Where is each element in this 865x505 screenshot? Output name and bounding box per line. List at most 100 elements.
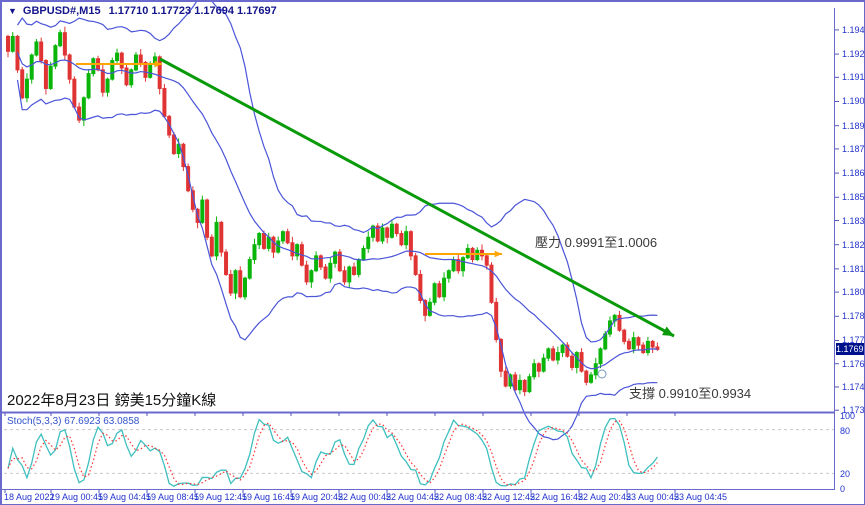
stochastic-indicator-label: Stoch(5,3,3) 67.6923 63.0858 [7, 416, 139, 427]
candle-body [205, 199, 210, 238]
candle-body [408, 231, 413, 257]
price-tick-label: 1.17875 [842, 311, 865, 322]
candle-body [86, 73, 91, 99]
price-tick-label: 1.18645 [842, 168, 865, 179]
candle-body [10, 35, 15, 52]
candle-body [366, 236, 371, 249]
candle-body [404, 231, 409, 246]
time-axis-label: 19 Aug 04:45 [98, 492, 152, 502]
ohlc-quotes: 1.17710 1.17723 1.17694 1.17697 [108, 5, 277, 17]
candle-body [437, 283, 442, 298]
stoch-scale-label: 0 [840, 484, 846, 494]
candle-body [494, 301, 499, 341]
chevron-down-icon[interactable]: ▼ [8, 6, 17, 16]
candle-body [238, 270, 243, 298]
time-axis-label: 22 Aug 08:45 [434, 492, 488, 502]
candle-body [484, 255, 489, 266]
candle-body [423, 299, 428, 316]
candle-body [598, 348, 603, 365]
candle-body [527, 376, 532, 393]
stoch-scale-label: 80 [840, 425, 851, 436]
candle-body [261, 233, 266, 249]
candle-body [224, 251, 229, 275]
resistance-annotation[interactable]: 壓力 0.9991至1.0006 [535, 235, 658, 250]
candle-body [133, 54, 138, 71]
bollinger-lower-band [16, 79, 658, 441]
price-tick-label: 1.18130 [842, 263, 865, 274]
candle-body [247, 259, 252, 279]
candle-body [129, 69, 134, 86]
candle-body [72, 78, 77, 108]
candle-body [356, 259, 361, 275]
candle-body [200, 199, 205, 223]
candle-body [39, 41, 44, 62]
price-tick-label: 1.18900 [842, 120, 865, 131]
candle-body [53, 45, 58, 67]
candle-body [645, 340, 650, 354]
candle-body [461, 257, 466, 272]
candle-body [67, 54, 72, 80]
candle-body [115, 52, 120, 62]
candle-body [219, 221, 224, 253]
candle-body [532, 363, 537, 378]
candle-body [280, 231, 285, 242]
candle-body [257, 233, 262, 246]
candle-body [541, 357, 546, 372]
candle-body [385, 227, 390, 238]
resistance-arrow-1-arrowhead [154, 60, 162, 68]
candle-body [309, 270, 314, 283]
candle-body [347, 266, 352, 283]
price-tick-label: 1.19030 [842, 96, 865, 107]
marker-circle[interactable] [597, 369, 607, 379]
candle-body [446, 270, 451, 279]
candle-body [641, 344, 646, 354]
candle-body [91, 58, 96, 75]
candle-body [124, 67, 129, 86]
candle-body [148, 63, 153, 78]
candle-body [24, 78, 29, 99]
candle-body [498, 339, 503, 372]
candle-body [370, 225, 375, 238]
price-tick-label: 1.17495 [842, 381, 865, 392]
candle-body [285, 231, 290, 244]
candle-body [58, 32, 63, 47]
time-axis-label: 22 Aug 12:45 [482, 492, 536, 502]
candle-body [517, 379, 522, 391]
price-tick-label: 1.19415 [842, 24, 865, 35]
candle-body [6, 35, 10, 52]
price-tick-label: 1.18515 [842, 192, 865, 203]
price-tick-label: 1.18005 [842, 287, 865, 298]
candle-body [314, 255, 319, 272]
candle-body [157, 56, 162, 89]
candle-body [105, 78, 110, 93]
downtrend-line[interactable] [159, 57, 675, 338]
candle-body [290, 242, 295, 257]
candle-body [337, 251, 342, 272]
candle-body [171, 134, 176, 155]
candle-body [513, 374, 518, 391]
candle-body [271, 236, 276, 253]
candle-body [631, 337, 636, 350]
candle-body [162, 87, 167, 117]
price-tick-label: 1.17370 [842, 405, 865, 416]
candle-body [62, 32, 67, 56]
time-axis-label: 22 Aug 20:45 [578, 492, 632, 502]
stoch-scale-label: 20 [840, 469, 851, 480]
candle-body [20, 69, 25, 99]
candle-body [626, 340, 631, 350]
date-caption: 2022年8月23日 鎊美15分鐘K線 [7, 392, 217, 409]
candle-body [304, 264, 309, 283]
time-axis-label: 22 Aug 16:45 [530, 492, 584, 502]
candle-body [233, 270, 238, 294]
candle-body [451, 259, 456, 272]
candle-body [81, 97, 86, 121]
support-annotation[interactable]: 支撐 0.9910至0.9934 [629, 386, 752, 401]
candle-body [636, 337, 641, 346]
candle-body [432, 283, 437, 303]
candle-body [29, 54, 34, 80]
candle-body [399, 233, 404, 246]
candle-body [593, 363, 598, 376]
candle-body [389, 223, 394, 238]
